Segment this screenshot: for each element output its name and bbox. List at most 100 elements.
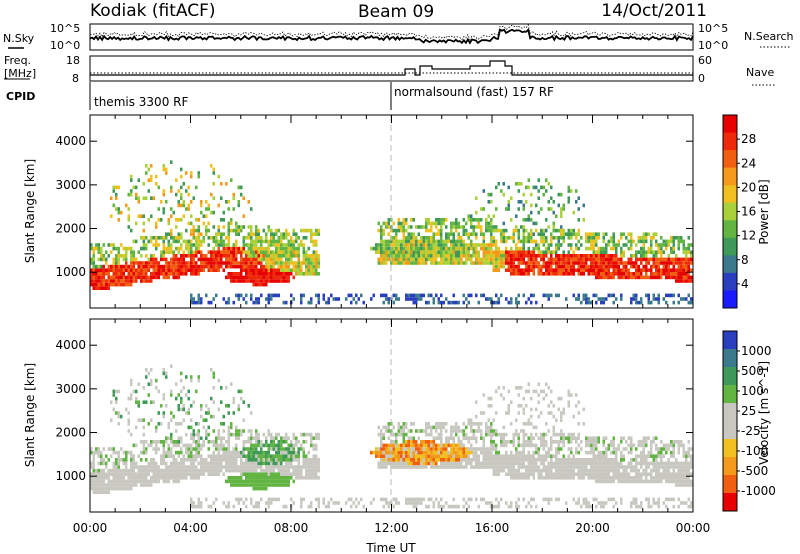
velocity-cell [160, 454, 163, 458]
velocity-cell [432, 465, 435, 469]
power-cell [250, 207, 253, 211]
velocity-cell [560, 458, 563, 462]
velocity-cell [90, 483, 93, 487]
velocity-cell [405, 458, 408, 462]
velocity-cell [507, 468, 510, 473]
power-cell [335, 297, 338, 301]
velocity-cell [127, 479, 130, 484]
power-cell [305, 254, 308, 258]
velocity-cell [267, 450, 270, 455]
power-cell [462, 254, 465, 258]
velocity-cell [155, 447, 158, 451]
power-cell [177, 261, 180, 265]
velocity-cell [555, 497, 558, 502]
velocity-cell [302, 440, 305, 444]
power-cell [317, 293, 320, 298]
power-cell [295, 239, 298, 244]
velocity-cell [562, 461, 565, 466]
power-cell [480, 225, 483, 229]
power-cell [312, 232, 315, 236]
velocity-cell [250, 479, 253, 484]
power-cell [217, 254, 220, 258]
velocity-cell [515, 454, 518, 458]
velocity-cell [95, 447, 98, 451]
power-cell [440, 239, 443, 244]
velocity-cell [210, 396, 213, 401]
power-cell [242, 246, 245, 251]
velocity-cell [555, 454, 558, 458]
velocity-cell [130, 479, 133, 484]
power-cell [172, 264, 175, 269]
velocity-cell [180, 465, 183, 469]
power-cell [480, 246, 483, 251]
power-cell [462, 300, 465, 305]
power-cell [282, 232, 285, 236]
power-cell [252, 243, 255, 247]
power-cell [277, 293, 280, 298]
beam-title: Beam 09 [358, 2, 434, 22]
power-cell [125, 250, 128, 254]
power-cell [537, 246, 540, 251]
velocity-cell [395, 436, 398, 440]
velocity-cell [112, 407, 115, 412]
velocity-cell [530, 504, 533, 509]
power-cell [445, 236, 448, 240]
power-cell [215, 254, 218, 258]
nsky-tick-low: 10^0 [50, 39, 80, 52]
velocity-cell [92, 450, 95, 455]
power-cell [602, 300, 605, 305]
power-cell [437, 300, 440, 305]
power-cell [530, 210, 533, 215]
power-cell [175, 246, 178, 251]
power-cell [577, 196, 580, 200]
velocity-cell [297, 472, 300, 476]
power-cell [577, 239, 580, 244]
velocity-cell [355, 504, 358, 509]
velocity-cell [310, 476, 313, 480]
velocity-cell [525, 422, 528, 426]
velocity-cell [167, 465, 170, 469]
velocity-cell [402, 458, 405, 462]
velocity-cell [152, 468, 155, 473]
power-cell [435, 257, 438, 262]
power-cell [425, 239, 428, 244]
velocity-cell [422, 429, 425, 433]
power-cell [220, 243, 223, 247]
power-cell [635, 272, 638, 276]
power-cell [500, 264, 503, 269]
velocity-cell [280, 458, 283, 462]
power-cell [145, 264, 148, 269]
power-cell [215, 261, 218, 265]
power-cell [527, 261, 530, 265]
power-cell [152, 275, 155, 280]
velocity-cell [197, 450, 200, 455]
velocity-cell [522, 458, 525, 462]
power-cell [260, 275, 263, 280]
power-cell [545, 236, 548, 240]
power-cell [560, 225, 563, 229]
power-cell [625, 272, 628, 276]
power-cell [97, 243, 100, 247]
power-cell [397, 225, 400, 229]
power-cell [197, 264, 200, 269]
power-cell [212, 182, 215, 186]
power-cell [190, 293, 193, 298]
velocity-cell [542, 458, 545, 462]
power-cell [177, 218, 180, 222]
velocity-cell [407, 440, 410, 444]
power-cell [600, 268, 603, 272]
velocity-cell [312, 472, 315, 476]
power-cell [257, 297, 260, 301]
power-cell [90, 279, 93, 283]
power-cell [187, 239, 190, 244]
velocity-cell [165, 465, 168, 469]
power-cell [307, 268, 310, 272]
velocity-cell [130, 378, 133, 383]
power-cell [430, 293, 433, 298]
velocity-cell [560, 411, 563, 415]
power-cell [480, 257, 483, 262]
power-cell [97, 272, 100, 276]
power-cell [217, 203, 220, 208]
velocity-cell [420, 447, 423, 451]
power-cell [450, 300, 453, 305]
